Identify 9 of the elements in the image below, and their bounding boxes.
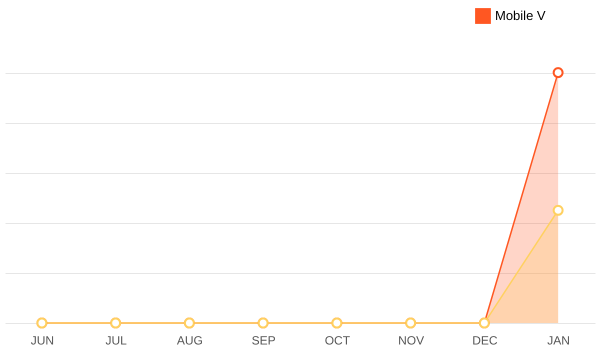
x-tick-label: DEC <box>472 334 498 348</box>
x-tick-label: OCT <box>324 334 351 348</box>
x-tick-label: JAN <box>547 334 570 348</box>
x-tick-label: JUL <box>105 334 128 348</box>
x-tick-label: SEP <box>252 334 276 348</box>
x-tick-label: JUN <box>30 334 54 348</box>
x-tick-label: AUG <box>176 334 203 348</box>
legend-label: Mobile V <box>495 8 546 23</box>
x-tick-label: NOV <box>398 334 424 348</box>
